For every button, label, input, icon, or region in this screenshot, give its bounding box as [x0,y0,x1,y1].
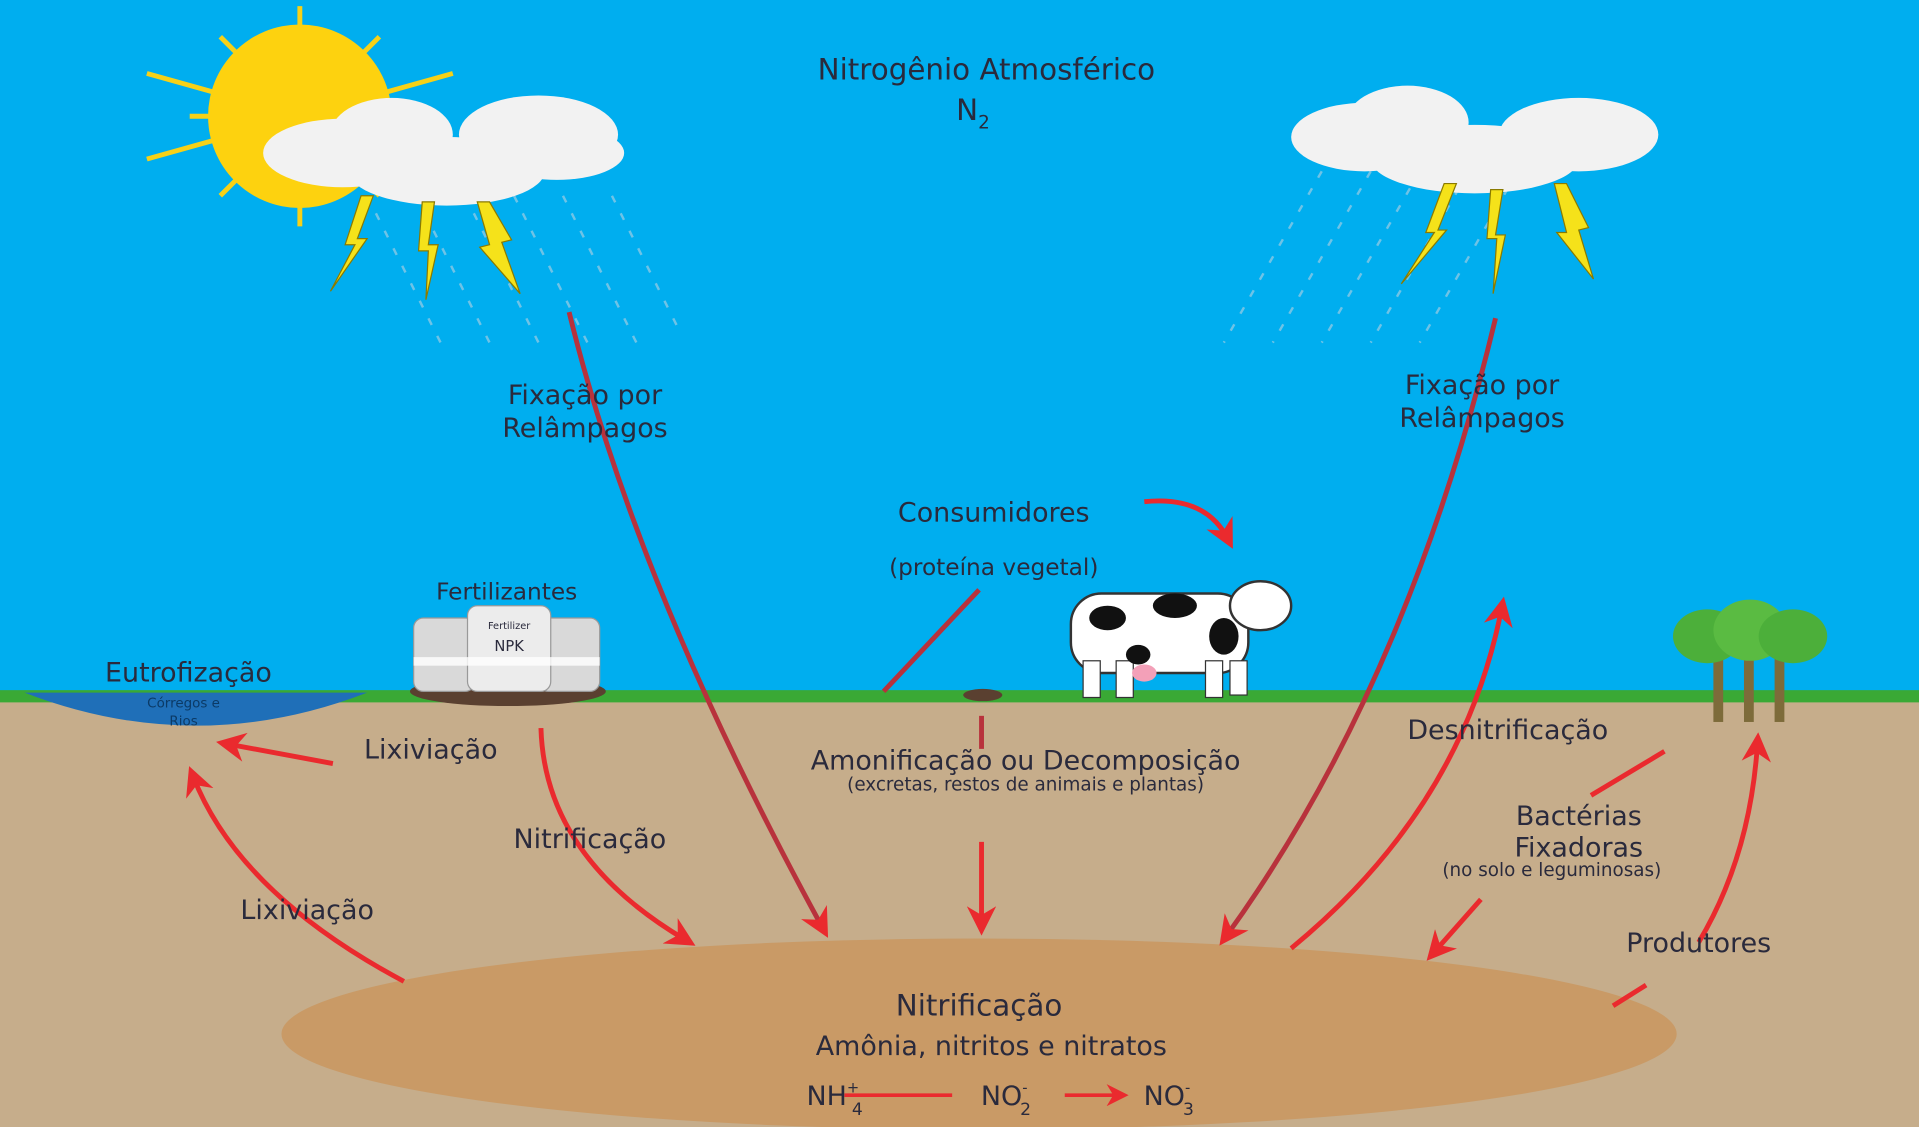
formula-sub: 2 [978,112,990,133]
ammonification-note: (excretas, restos de animais e plantas) [847,774,1204,795]
formula-base: NH [807,1081,847,1112]
formula-sup: - [1022,1080,1027,1097]
producers: Produtores [1626,928,1771,959]
formula-sub: 3 [1183,1100,1194,1120]
consumers: Consumidores [898,497,1090,528]
formula-sub: 4 [852,1100,863,1120]
pool-title: Nitrificação [896,989,1063,1023]
formula-sub: 2 [1020,1100,1031,1120]
formula-sup: - [1185,1080,1190,1097]
leaching-top: Lixiviação [364,735,498,766]
formula-base: N [956,93,978,127]
streams-1: Córregos e [147,695,220,711]
fertilizers: Fertilizantes [436,579,577,606]
lightning-right-2: Relâmpagos [1399,403,1564,434]
lightning-left-2: Relâmpagos [502,413,667,444]
lightning-right-1: Fixação por [1405,370,1560,401]
formula-sup: + [847,1080,859,1097]
bag-label: NPK [494,638,524,655]
streams-2: Rios [169,715,197,730]
eutrophication: Eutrofização [105,658,272,689]
dung [963,689,1002,701]
consumers-note: (proteína vegetal) [889,554,1098,581]
bacteria-1: Bactérias [1516,801,1642,832]
ammonification: Amonificação ou Decomposição [811,746,1241,777]
nitrogen-cycle-diagram: Fertilizer NPK Nitrogênio A [0,0,1919,1127]
pool-subtitle: Amônia, nitritos e nitratos [816,1031,1167,1062]
bag-brand: Fertilizer [488,621,531,632]
page: Fertilizer NPK Nitrogênio A [0,0,1919,1127]
bacteria-note: (no solo e leguminosas) [1442,860,1661,881]
leaching-bottom: Lixiviação [240,895,374,926]
formula-base: NO [1144,1081,1185,1112]
nitrification-left: Nitrificação [514,824,667,855]
formula-base: NO [981,1081,1022,1112]
atmosphere-title: Nitrogênio Atmosférico [818,53,1155,87]
denitrification: Desnitrificação [1407,715,1608,746]
lightning-left-1: Fixação por [508,380,663,411]
bacteria-2: Fixadoras [1515,833,1644,864]
